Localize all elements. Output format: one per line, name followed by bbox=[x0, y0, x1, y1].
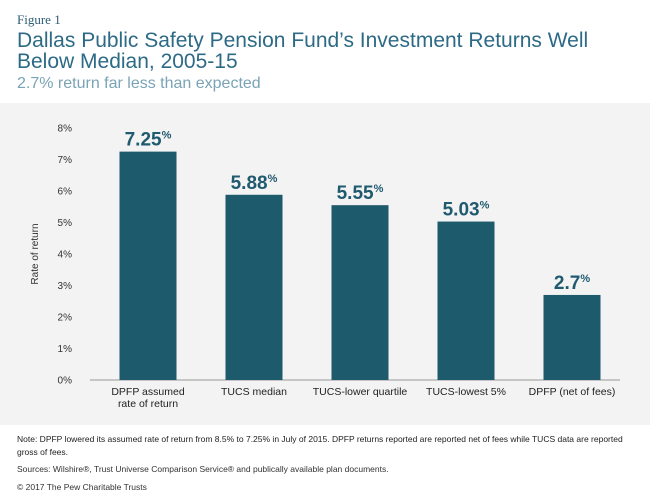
y-tick-label: 4% bbox=[58, 250, 73, 261]
chart-sources: Sources: Wilshire®, Trust Universe Compa… bbox=[17, 464, 389, 474]
figure-label: Figure 1 bbox=[17, 12, 61, 27]
y-tick-label: 5% bbox=[58, 218, 73, 229]
y-axis-label: Rate of return bbox=[30, 223, 41, 284]
x-tick-label: DPFP assumed rate of return bbox=[111, 386, 184, 410]
x-tick-label: DPFP (net of fees) bbox=[529, 386, 616, 398]
bar bbox=[119, 151, 177, 380]
chart-subtitle: 2.7% return far less than expected bbox=[17, 75, 261, 92]
chart-panel bbox=[0, 103, 650, 425]
data-label: 7.25% bbox=[125, 130, 172, 151]
data-label: 5.88% bbox=[231, 173, 278, 194]
data-label: 5.55% bbox=[337, 183, 384, 204]
chart-title: Dallas Public Safety Pension Fund’s Inve… bbox=[17, 29, 589, 73]
copyright: © 2017 The Pew Charitable Trusts bbox=[17, 482, 147, 492]
bar bbox=[331, 205, 389, 380]
bar bbox=[543, 294, 601, 380]
y-tick-label: 6% bbox=[58, 187, 73, 198]
y-tick-label: 0% bbox=[58, 376, 73, 387]
data-label: 5.03% bbox=[443, 200, 490, 221]
x-tick-label: TUCS median bbox=[221, 386, 287, 398]
data-label: 2.7% bbox=[554, 273, 590, 294]
x-tick-label: TUCS-lowest 5% bbox=[426, 386, 506, 398]
y-tick-label: 8% bbox=[58, 124, 73, 135]
bar bbox=[225, 194, 283, 380]
y-tick-label: 3% bbox=[58, 281, 73, 292]
x-tick-label: TUCS-lower quartile bbox=[313, 386, 408, 398]
bar bbox=[437, 221, 495, 380]
y-tick-label: 7% bbox=[58, 155, 73, 166]
y-tick-label: 1% bbox=[58, 344, 73, 355]
y-tick-label: 2% bbox=[58, 313, 73, 324]
chart-note: Note: DPFP lowered its assumed rate of r… bbox=[17, 434, 623, 457]
bar-chart: Rate of return 0% 1% 2% 3% 4% 5% 6% 7% 8% 7.25% DPF… bbox=[30, 124, 620, 410]
